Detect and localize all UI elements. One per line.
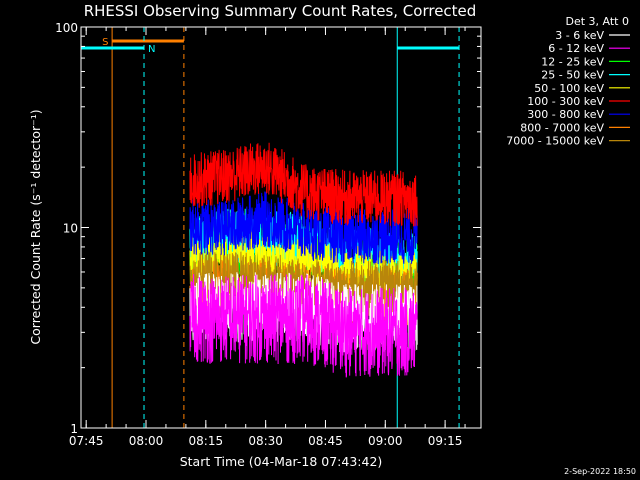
x-tick-label: 08:15 — [189, 434, 224, 448]
legend-label: 12 - 25 keV — [541, 55, 604, 68]
x-tick-label: 08:30 — [248, 434, 283, 448]
x-tick-label: 09:15 — [428, 434, 463, 448]
legend-label: 25 - 50 keV — [541, 69, 604, 82]
y-axis-label: Corrected Count Rate (s⁻¹ detector⁻¹) — [28, 109, 43, 344]
chart-title: RHESSI Observing Summary Count Rates, Co… — [84, 2, 477, 20]
legend-label: 300 - 800 keV — [527, 108, 604, 121]
saa-label: S — [102, 37, 108, 48]
y-tick-label: 10 — [63, 222, 78, 236]
x-tick-label: 08:00 — [129, 434, 164, 448]
legend-label: 7000 - 15000 keV — [506, 135, 604, 148]
legend-title: Det 3, Att 0 — [566, 15, 630, 28]
series-line-6 — [189, 191, 418, 265]
y-axis: 1 10 100 — [55, 21, 481, 436]
y-tick-label: 1 — [70, 422, 78, 436]
legend-label: 800 - 7000 keV — [520, 121, 604, 134]
legend-label: 6 - 12 keV — [548, 42, 604, 55]
legend-label: 3 - 6 keV — [555, 29, 604, 42]
series-line-1 — [189, 274, 418, 378]
x-axis: 07:45 08:00 08:15 08:30 08:45 09:00 09:15 — [69, 27, 466, 448]
series-layer — [189, 142, 418, 378]
legend-label: 50 - 100 keV — [534, 82, 604, 95]
y-tick-label: 100 — [55, 21, 78, 35]
x-axis-label: Start Time (04-Mar-18 07:43:42) — [180, 454, 383, 469]
x-tick-label: 09:00 — [368, 434, 403, 448]
night-label: N — [148, 44, 155, 55]
x-tick-label: 08:45 — [308, 434, 343, 448]
generation-timestamp: 2-Sep-2022 18:50 — [564, 467, 636, 476]
legend-label: 100 - 300 keV — [527, 95, 604, 108]
x-tick-label: 07:45 — [69, 434, 104, 448]
series-line-5 — [189, 142, 418, 227]
